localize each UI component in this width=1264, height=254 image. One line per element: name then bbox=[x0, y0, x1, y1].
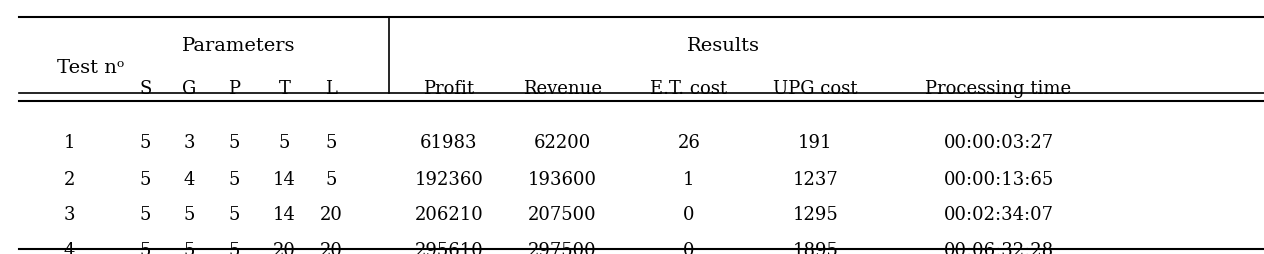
Text: 5: 5 bbox=[140, 241, 150, 254]
Text: 5: 5 bbox=[229, 170, 239, 188]
Text: 3: 3 bbox=[183, 133, 196, 151]
Text: 00:06:32:28: 00:06:32:28 bbox=[943, 241, 1054, 254]
Text: 2: 2 bbox=[64, 170, 75, 188]
Text: T: T bbox=[278, 80, 291, 98]
Text: L: L bbox=[325, 80, 337, 98]
Text: 5: 5 bbox=[326, 170, 336, 188]
Text: 5: 5 bbox=[279, 133, 289, 151]
Text: 00:00:03:27: 00:00:03:27 bbox=[943, 133, 1054, 151]
Text: Processing time: Processing time bbox=[925, 80, 1072, 98]
Text: 207500: 207500 bbox=[528, 206, 597, 224]
Text: 26: 26 bbox=[678, 133, 700, 151]
Text: 14: 14 bbox=[273, 170, 296, 188]
Text: 20: 20 bbox=[320, 206, 343, 224]
Text: Profit: Profit bbox=[423, 80, 474, 98]
Text: 191: 191 bbox=[798, 133, 833, 151]
Text: 193600: 193600 bbox=[528, 170, 597, 188]
Text: 4: 4 bbox=[64, 241, 75, 254]
Text: 5: 5 bbox=[140, 170, 150, 188]
Text: 1237: 1237 bbox=[793, 170, 838, 188]
Text: 1895: 1895 bbox=[793, 241, 838, 254]
Text: Results: Results bbox=[688, 37, 760, 55]
Text: 00:00:13:65: 00:00:13:65 bbox=[943, 170, 1054, 188]
Text: 20: 20 bbox=[273, 241, 296, 254]
Text: 5: 5 bbox=[229, 133, 239, 151]
Text: 5: 5 bbox=[185, 206, 195, 224]
Text: 0: 0 bbox=[683, 206, 695, 224]
Text: 297500: 297500 bbox=[528, 241, 597, 254]
Text: 62200: 62200 bbox=[533, 133, 592, 151]
Text: 0: 0 bbox=[683, 241, 695, 254]
Text: 20: 20 bbox=[320, 241, 343, 254]
Text: 3: 3 bbox=[63, 206, 76, 224]
Text: 5: 5 bbox=[185, 241, 195, 254]
Text: E.T. cost: E.T. cost bbox=[650, 80, 728, 98]
Text: 295610: 295610 bbox=[415, 241, 483, 254]
Text: 14: 14 bbox=[273, 206, 296, 224]
Text: 61983: 61983 bbox=[420, 133, 478, 151]
Text: 00:02:34:07: 00:02:34:07 bbox=[943, 206, 1054, 224]
Text: 1: 1 bbox=[63, 133, 76, 151]
Text: 4: 4 bbox=[185, 170, 195, 188]
Text: 1295: 1295 bbox=[793, 206, 838, 224]
Text: 5: 5 bbox=[140, 206, 150, 224]
Text: S: S bbox=[139, 80, 152, 98]
Text: 1: 1 bbox=[683, 170, 695, 188]
Text: Test nᵒ: Test nᵒ bbox=[57, 58, 124, 76]
Text: G: G bbox=[182, 80, 197, 98]
Text: Parameters: Parameters bbox=[182, 37, 295, 55]
Text: 5: 5 bbox=[140, 133, 150, 151]
Text: 192360: 192360 bbox=[415, 170, 483, 188]
Text: UPG cost: UPG cost bbox=[774, 80, 857, 98]
Text: P: P bbox=[228, 80, 240, 98]
Text: 5: 5 bbox=[229, 206, 239, 224]
Text: 206210: 206210 bbox=[415, 206, 483, 224]
Text: Revenue: Revenue bbox=[523, 80, 602, 98]
Text: 5: 5 bbox=[326, 133, 336, 151]
Text: 5: 5 bbox=[229, 241, 239, 254]
